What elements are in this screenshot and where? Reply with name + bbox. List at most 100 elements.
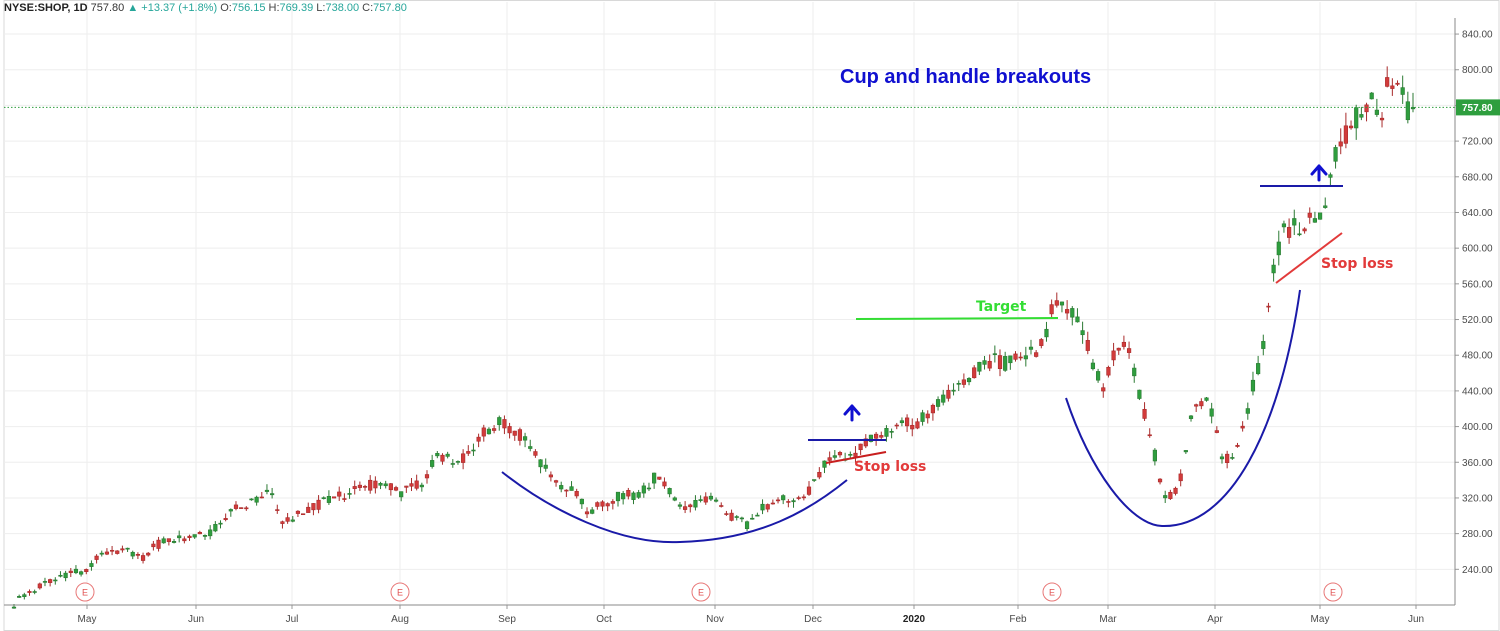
candle bbox=[868, 434, 874, 443]
candle bbox=[512, 430, 517, 441]
candle-body bbox=[1292, 218, 1297, 226]
y-tick-label: 400.00 bbox=[1462, 422, 1493, 433]
candle bbox=[941, 389, 946, 406]
candle-body bbox=[311, 503, 316, 511]
candle bbox=[657, 476, 662, 480]
candle-body bbox=[270, 493, 275, 496]
candle bbox=[208, 525, 213, 540]
candle-body bbox=[461, 453, 466, 463]
candle-body bbox=[1013, 353, 1018, 360]
candle-body bbox=[507, 426, 512, 434]
candle bbox=[68, 567, 73, 578]
candle-body bbox=[1183, 450, 1188, 453]
candle bbox=[972, 365, 977, 379]
candle bbox=[1410, 92, 1416, 113]
candle bbox=[280, 520, 285, 529]
candle-body bbox=[1204, 397, 1209, 401]
candle bbox=[1235, 442, 1240, 448]
candle-body bbox=[502, 419, 507, 429]
candle-body bbox=[1297, 233, 1302, 236]
price-change: +13.37 (+1.8%) bbox=[141, 2, 218, 14]
candle-body bbox=[832, 455, 837, 458]
chart-frame bbox=[3, 0, 1500, 631]
candle-body bbox=[652, 472, 657, 484]
candle-body bbox=[79, 571, 84, 575]
candle-body bbox=[1379, 117, 1385, 121]
candle-body bbox=[1188, 415, 1194, 419]
axes: 840.00800.00760.00720.00680.00640.00600.… bbox=[4, 18, 1500, 625]
candle bbox=[1152, 448, 1157, 466]
candle-body bbox=[466, 451, 471, 454]
candle bbox=[461, 449, 466, 470]
candle bbox=[904, 414, 910, 433]
candle-body bbox=[1121, 341, 1127, 347]
candle bbox=[724, 510, 729, 516]
y-tick-label: 360.00 bbox=[1462, 458, 1493, 469]
candle-body bbox=[115, 550, 120, 554]
candle bbox=[533, 449, 538, 458]
candle bbox=[1266, 302, 1271, 313]
candle-body bbox=[316, 499, 321, 510]
candle bbox=[1003, 351, 1008, 372]
candle-body bbox=[244, 507, 249, 510]
earnings-letter: E bbox=[1049, 588, 1055, 598]
candle bbox=[270, 487, 275, 499]
candle-body bbox=[770, 502, 775, 505]
candle-body bbox=[920, 412, 925, 422]
candle-body bbox=[1101, 387, 1106, 392]
candle-body bbox=[553, 480, 559, 483]
candle bbox=[1209, 402, 1214, 424]
candle bbox=[254, 495, 259, 506]
candle bbox=[471, 443, 476, 456]
candle bbox=[239, 507, 244, 509]
candle-body bbox=[1235, 444, 1240, 447]
candle bbox=[37, 582, 42, 590]
candle bbox=[1111, 342, 1116, 367]
candle-body bbox=[1008, 355, 1013, 364]
candle-body bbox=[192, 534, 197, 538]
x-tick-label: Jun bbox=[188, 614, 204, 625]
y-tick-label: 440.00 bbox=[1462, 386, 1493, 397]
candle bbox=[187, 534, 192, 541]
candle bbox=[548, 471, 553, 482]
candle-body bbox=[1374, 109, 1379, 115]
candle bbox=[858, 443, 863, 455]
candle bbox=[491, 425, 497, 434]
candle bbox=[440, 453, 445, 465]
earnings-circle bbox=[1042, 582, 1062, 602]
candle-body bbox=[734, 516, 739, 518]
candle bbox=[1214, 426, 1219, 434]
candle bbox=[264, 484, 270, 495]
candle bbox=[120, 545, 125, 553]
candle-body bbox=[1028, 346, 1034, 350]
candle bbox=[672, 496, 677, 502]
candle-body bbox=[352, 486, 357, 489]
candle bbox=[1395, 80, 1400, 86]
candle bbox=[781, 494, 786, 505]
candle-body bbox=[1054, 300, 1059, 306]
candle-body bbox=[161, 538, 166, 544]
candle bbox=[352, 480, 357, 495]
candle-body bbox=[1219, 456, 1225, 460]
candle-body bbox=[941, 394, 946, 403]
candle-body bbox=[961, 379, 966, 385]
candle-body bbox=[140, 555, 146, 561]
candle bbox=[992, 345, 997, 363]
x-tick-label: Feb bbox=[1009, 614, 1027, 625]
candle bbox=[1369, 92, 1374, 100]
candle-body bbox=[388, 483, 393, 491]
candle-body bbox=[791, 500, 796, 503]
candle bbox=[899, 417, 905, 427]
candle-body bbox=[1147, 434, 1152, 437]
candle bbox=[935, 396, 941, 411]
candle-body bbox=[528, 446, 533, 449]
candle bbox=[713, 497, 719, 503]
candle-body bbox=[796, 497, 801, 499]
candle bbox=[1276, 230, 1281, 266]
candle bbox=[1354, 104, 1359, 140]
candle-body bbox=[739, 517, 744, 520]
candle bbox=[414, 474, 419, 491]
candle bbox=[32, 589, 37, 595]
candle-body bbox=[708, 495, 714, 500]
earnings-marker-icon: E bbox=[691, 582, 711, 602]
